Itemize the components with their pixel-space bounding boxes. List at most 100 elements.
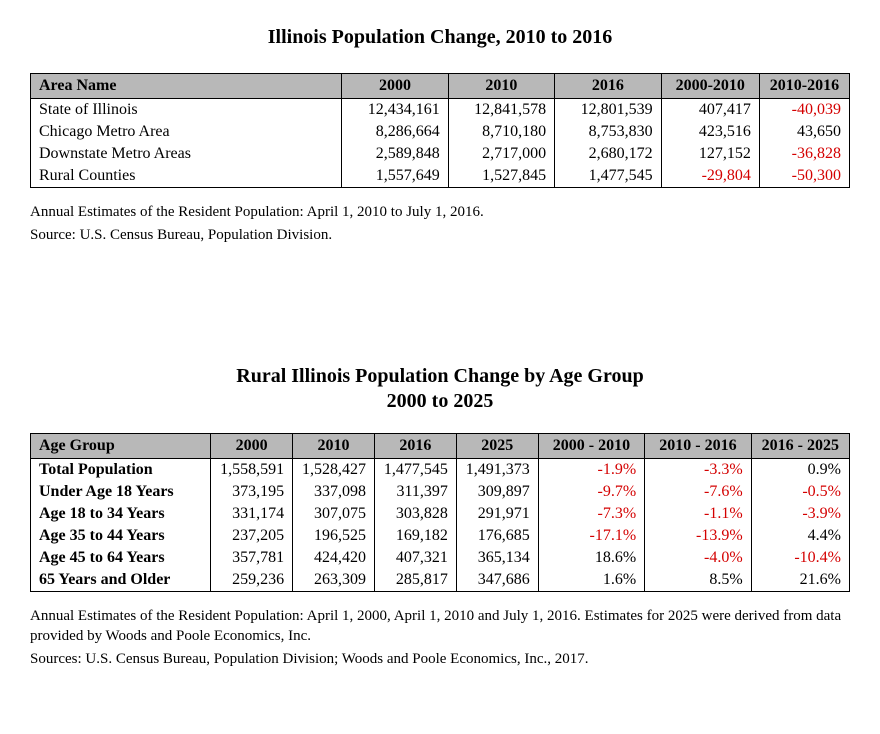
cell: -40,039	[759, 99, 849, 122]
table2-title-line1: Rural Illinois Population Change by Age …	[30, 365, 850, 388]
cell: 347,686	[456, 569, 538, 592]
table1-title: Illinois Population Change, 2010 to 2016	[30, 26, 850, 49]
col2-2010: 2010	[293, 433, 375, 458]
col2-2025: 2025	[456, 433, 538, 458]
table1: Area Name 2000 2010 2016 2000-2010 2010-…	[30, 73, 850, 188]
cell: 259,236	[211, 569, 293, 592]
cell: -50,300	[759, 165, 849, 188]
cell: 2,680,172	[555, 143, 661, 165]
cell: 423,516	[661, 121, 759, 143]
cell: Rural Counties	[31, 165, 342, 188]
cell: -10.4%	[751, 547, 849, 569]
col-2016: 2016	[555, 74, 661, 99]
cell: -9.7%	[538, 481, 644, 503]
table2-note2: Sources: U.S. Census Bureau, Population …	[30, 649, 850, 669]
col2-2016: 2016	[374, 433, 456, 458]
cell: -3.9%	[751, 503, 849, 525]
cell: -0.5%	[751, 481, 849, 503]
col-age-group: Age Group	[31, 433, 211, 458]
table1-header-row: Area Name 2000 2010 2016 2000-2010 2010-…	[31, 74, 850, 99]
table-row: State of Illinois12,434,16112,841,57812,…	[31, 99, 850, 122]
cell: 365,134	[456, 547, 538, 569]
section-spacer	[30, 249, 850, 359]
table-row: Rural Counties1,557,6491,527,8451,477,54…	[31, 165, 850, 188]
table2-title-line2: 2000 to 2025	[30, 390, 850, 413]
cell: 1,528,427	[293, 458, 375, 481]
cell: Chicago Metro Area	[31, 121, 342, 143]
cell: 373,195	[211, 481, 293, 503]
cell: 1,527,845	[448, 165, 554, 188]
col-2000: 2000	[342, 74, 448, 99]
cell: 311,397	[374, 481, 456, 503]
cell: 1,477,545	[555, 165, 661, 188]
table-row: Chicago Metro Area8,286,6648,710,1808,75…	[31, 121, 850, 143]
cell: Under Age 18 Years	[31, 481, 211, 503]
cell: 12,801,539	[555, 99, 661, 122]
cell: 1,477,545	[374, 458, 456, 481]
cell: 291,971	[456, 503, 538, 525]
cell: 127,152	[661, 143, 759, 165]
cell: Age 18 to 34 Years	[31, 503, 211, 525]
table-row: Total Population1,558,5911,528,4271,477,…	[31, 458, 850, 481]
cell: Age 45 to 64 Years	[31, 547, 211, 569]
cell: -17.1%	[538, 525, 644, 547]
cell: 18.6%	[538, 547, 644, 569]
cell: Downstate Metro Areas	[31, 143, 342, 165]
cell: 285,817	[374, 569, 456, 592]
table1-notes: Annual Estimates of the Resident Populat…	[30, 202, 850, 246]
cell: 1,557,649	[342, 165, 448, 188]
cell: 0.9%	[751, 458, 849, 481]
table2-header-row: Age Group 2000 2010 2016 2025 2000 - 201…	[31, 433, 850, 458]
cell: 1,491,373	[456, 458, 538, 481]
cell: -3.3%	[645, 458, 751, 481]
col2-2010-2016: 2010 - 2016	[645, 433, 751, 458]
cell: -7.6%	[645, 481, 751, 503]
cell: 407,321	[374, 547, 456, 569]
cell: 263,309	[293, 569, 375, 592]
cell: -29,804	[661, 165, 759, 188]
table1-note2: Source: U.S. Census Bureau, Population D…	[30, 225, 850, 245]
cell: -13.9%	[645, 525, 751, 547]
table-row: Age 18 to 34 Years331,174307,075303,8282…	[31, 503, 850, 525]
col-2010-2016: 2010-2016	[759, 74, 849, 99]
cell: 65 Years and Older	[31, 569, 211, 592]
table-row: Under Age 18 Years373,195337,098311,3973…	[31, 481, 850, 503]
cell: 8,286,664	[342, 121, 448, 143]
cell: 196,525	[293, 525, 375, 547]
cell: 8.5%	[645, 569, 751, 592]
cell: 169,182	[374, 525, 456, 547]
cell: 307,075	[293, 503, 375, 525]
col2-2000: 2000	[211, 433, 293, 458]
cell: -36,828	[759, 143, 849, 165]
cell: 43,650	[759, 121, 849, 143]
cell: 237,205	[211, 525, 293, 547]
cell: 424,420	[293, 547, 375, 569]
cell: -4.0%	[645, 547, 751, 569]
cell: 357,781	[211, 547, 293, 569]
cell: 331,174	[211, 503, 293, 525]
cell: -1.9%	[538, 458, 644, 481]
col2-2000-2010: 2000 - 2010	[538, 433, 644, 458]
cell: 8,753,830	[555, 121, 661, 143]
cell: 337,098	[293, 481, 375, 503]
cell: 309,897	[456, 481, 538, 503]
col-2010: 2010	[448, 74, 554, 99]
cell: 1,558,591	[211, 458, 293, 481]
cell: 21.6%	[751, 569, 849, 592]
cell: 407,417	[661, 99, 759, 122]
table-row: Downstate Metro Areas2,589,8482,717,0002…	[31, 143, 850, 165]
cell: 2,717,000	[448, 143, 554, 165]
cell: 176,685	[456, 525, 538, 547]
cell: 1.6%	[538, 569, 644, 592]
col2-2016-2025: 2016 - 2025	[751, 433, 849, 458]
cell: -7.3%	[538, 503, 644, 525]
cell: -1.1%	[645, 503, 751, 525]
cell: Total Population	[31, 458, 211, 481]
cell: 303,828	[374, 503, 456, 525]
cell: 8,710,180	[448, 121, 554, 143]
table2: Age Group 2000 2010 2016 2025 2000 - 201…	[30, 433, 850, 592]
table-row: 65 Years and Older259,236263,309285,8173…	[31, 569, 850, 592]
col-2000-2010: 2000-2010	[661, 74, 759, 99]
table-row: Age 45 to 64 Years357,781424,420407,3213…	[31, 547, 850, 569]
cell: 2,589,848	[342, 143, 448, 165]
